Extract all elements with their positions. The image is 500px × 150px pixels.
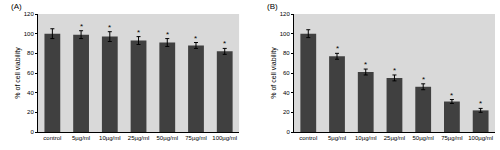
svg-text:20: 20 (27, 109, 34, 115)
svg-text:(B): (B) (267, 2, 278, 11)
svg-text:*: * (223, 39, 226, 48)
svg-text:80: 80 (27, 50, 34, 56)
svg-text:60: 60 (27, 70, 34, 76)
svg-text:10µg/ml: 10µg/ml (99, 135, 120, 141)
svg-text:control: control (43, 135, 61, 141)
svg-text:*: * (393, 66, 396, 75)
svg-text:25µg/ml: 25µg/ml (128, 135, 149, 141)
svg-text:*: * (422, 75, 425, 84)
svg-text:0: 0 (286, 129, 290, 135)
svg-text:% of cell viability: % of cell viability (14, 47, 22, 99)
svg-text:50µg/ml: 50µg/ml (157, 135, 178, 141)
svg-text:*: * (364, 60, 367, 69)
svg-text:100: 100 (24, 31, 35, 37)
svg-text:(A): (A) (11, 2, 22, 11)
svg-text:100: 100 (280, 31, 291, 37)
svg-text:*: * (336, 44, 339, 53)
svg-text:60: 60 (283, 70, 290, 76)
svg-text:80: 80 (283, 50, 290, 56)
svg-text:25µg/ml: 25µg/ml (384, 135, 405, 141)
svg-text:75µg/ml: 75µg/ml (185, 135, 206, 141)
svg-text:120: 120 (280, 11, 291, 17)
svg-text:100µg/ml: 100µg/ml (468, 135, 493, 141)
svg-text:*: * (108, 23, 111, 32)
svg-text:0: 0 (30, 129, 34, 135)
svg-text:control: control (299, 135, 317, 141)
svg-text:5µg/ml: 5µg/ml (328, 135, 346, 141)
svg-text:40: 40 (283, 90, 290, 96)
svg-text:% of cell viability: % of cell viability (270, 47, 278, 99)
svg-text:50µg/ml: 50µg/ml (412, 135, 433, 141)
svg-text:20: 20 (283, 109, 290, 115)
svg-text:75µg/ml: 75µg/ml (441, 135, 462, 141)
svg-text:120: 120 (24, 11, 35, 17)
svg-text:*: * (479, 99, 482, 108)
svg-text:*: * (194, 34, 197, 43)
svg-text:10µg/ml: 10µg/ml (355, 135, 376, 141)
svg-text:*: * (137, 28, 140, 37)
svg-text:5µg/ml: 5µg/ml (72, 135, 90, 141)
svg-text:40: 40 (27, 90, 34, 96)
svg-text:*: * (80, 22, 83, 31)
svg-text:*: * (166, 30, 169, 39)
svg-text:100µg/ml: 100µg/ml (212, 135, 237, 141)
svg-text:*: * (450, 91, 453, 100)
